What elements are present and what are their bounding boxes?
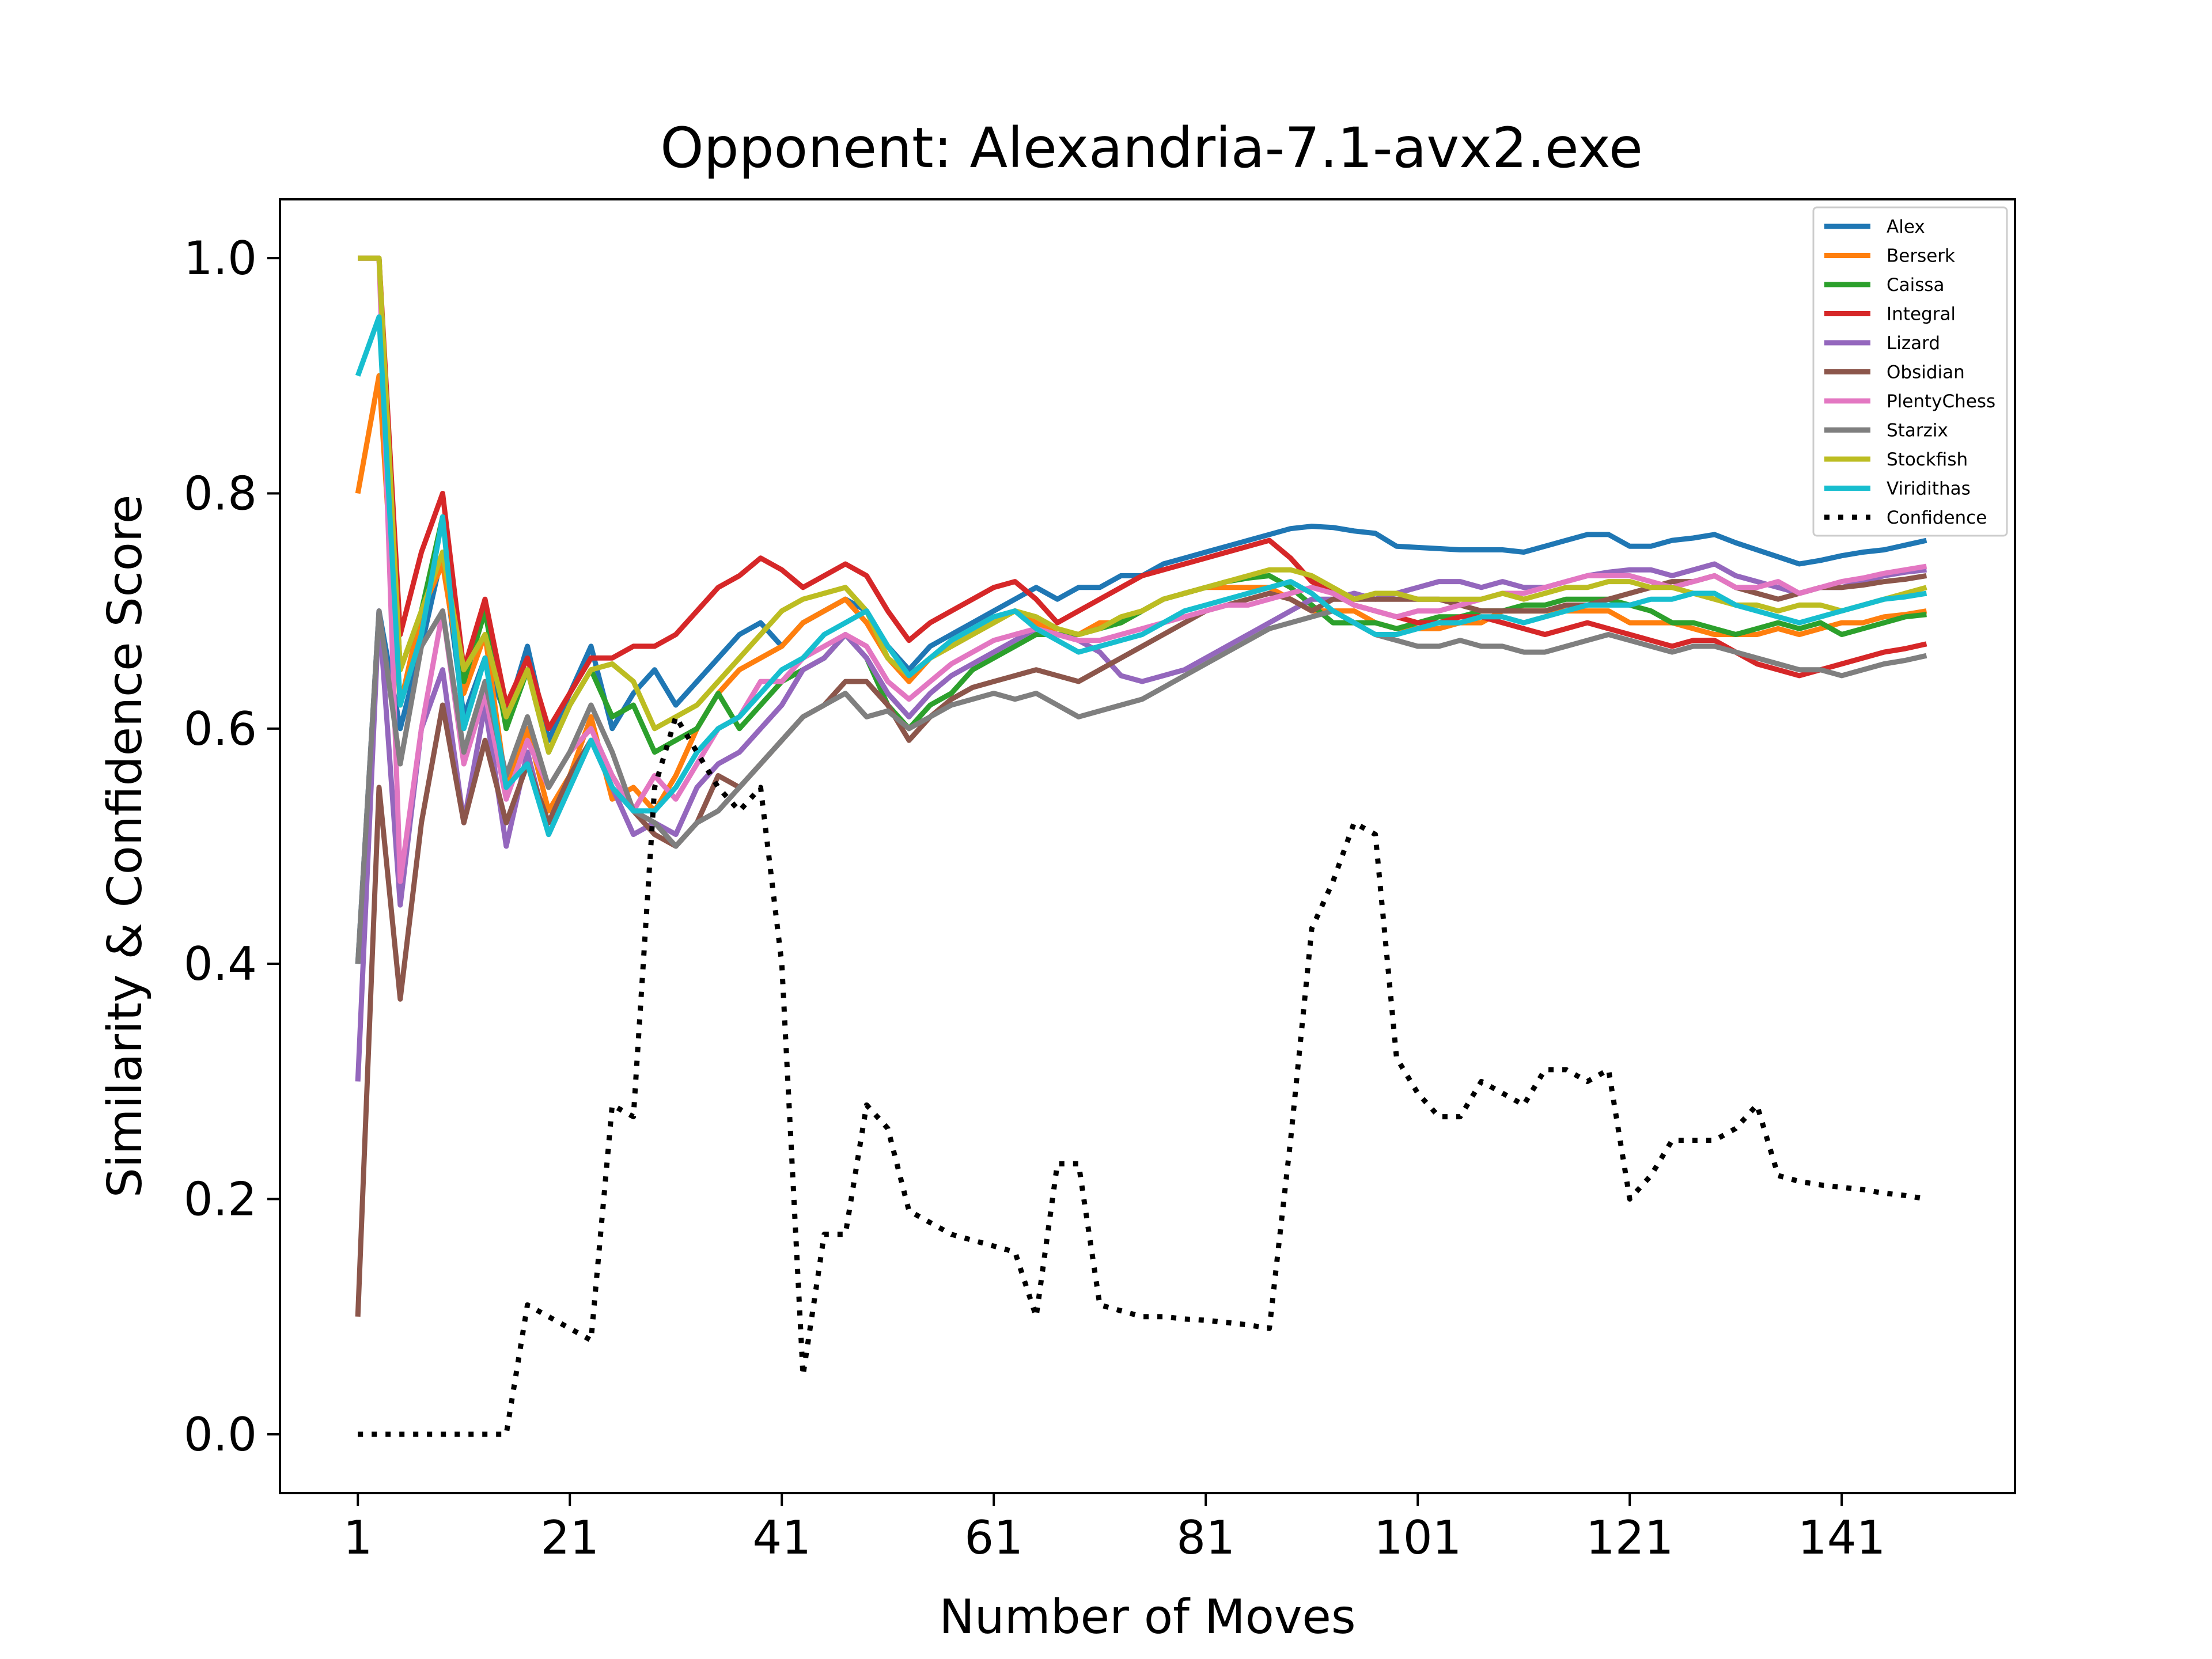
legend-items: Alex Berserk Caissa Integral Lizard Obsidian P… [1824,217,1995,528]
plot-frame [279,198,2016,1494]
legend-label-starzix: Starzix [1887,421,1948,441]
x-tick-label: 21 [540,1511,599,1565]
legend-box [1812,206,2008,537]
x-tick-label: 41 [752,1511,811,1565]
series-line-viridithas [355,314,1927,838]
legend-label-lizard: Lizard [1887,333,1940,354]
legend-label-stockfish: Stockfish [1887,449,1968,470]
y-tick-label: 0.0 [184,1408,257,1461]
x-tick-label: 61 [964,1511,1023,1565]
y-tick-label: 0.8 [184,467,257,520]
y-axis-ticks: 0.0 0.2 0.4 0.6 0.8 1.0 [184,232,280,1461]
legend-label-alex: Alex [1887,217,1925,237]
legend-label-berserk: Berserk [1887,246,1955,267]
legend-label-plentychess: PlentyChess [1887,391,1995,412]
y-tick-label: 0.2 [184,1173,257,1226]
x-tick-label: 141 [1798,1511,1886,1565]
legend-label-integral: Integral [1887,304,1956,325]
series-layer [355,255,1927,1437]
y-axis-label: Similarity & Confidence Score [98,495,153,1198]
legend: Alex Berserk Caissa Integral Lizard Obsidian P… [1812,206,2008,537]
x-tick-label: 101 [1374,1511,1462,1565]
series-line-integral [358,255,1927,732]
legend-label-obsidian: Obsidian [1887,362,1965,383]
legend-label-caissa: Caissa [1887,275,1945,296]
x-tick-label: 81 [1176,1511,1235,1565]
y-tick-label: 0.4 [184,937,257,991]
series-line-stockfish [358,255,1927,755]
x-axis-label: Number of Moves [939,1590,1355,1645]
x-tick-label: 1 [343,1511,373,1565]
x-tick-label: 121 [1586,1511,1674,1565]
chart-title: Opponent: Alexandria-7.1-avx2.exe [660,116,1643,180]
y-tick-label: 0.6 [184,702,257,756]
x-axis-ticks: 1 21 41 61 81 101 121 141 [343,1493,1886,1565]
series-line-starzix [355,608,1927,964]
legend-label-viridithas: Viridithas [1887,479,1971,499]
series-line-confidence [358,714,1927,1437]
legend-label-confidence: Confidence [1887,507,1987,528]
y-tick-label: 1.0 [184,232,257,285]
series-line-lizard [355,561,1927,1082]
